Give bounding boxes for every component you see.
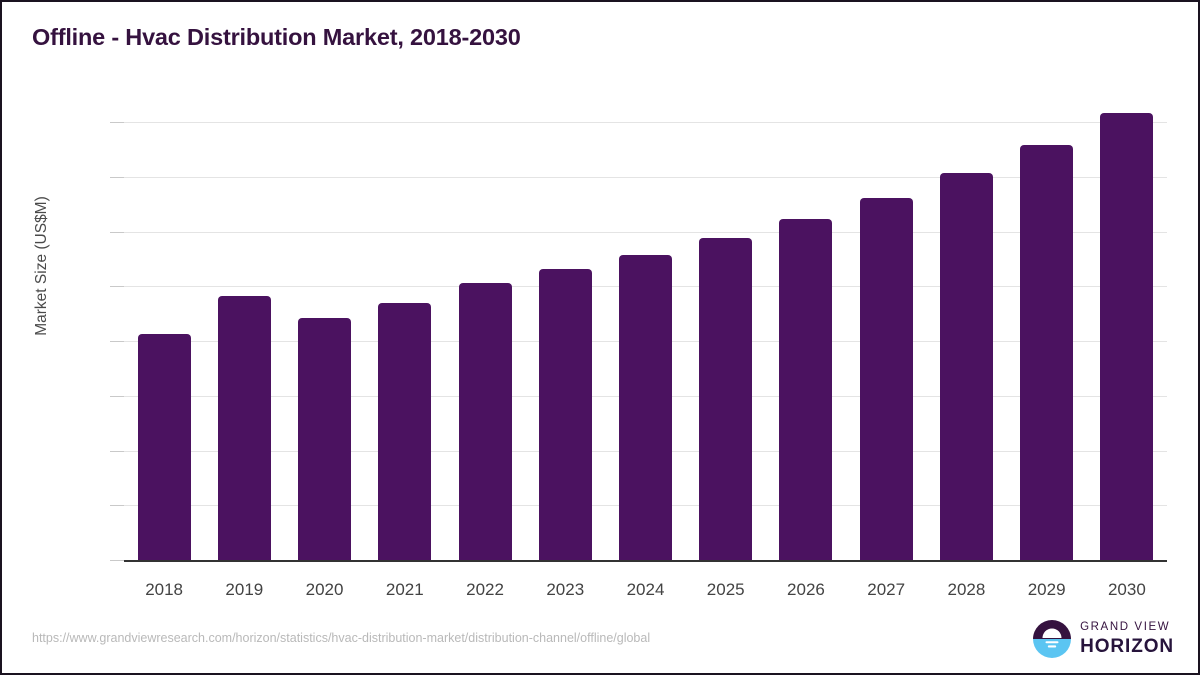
bar[interactable] [859,197,913,560]
logo-line-1: GRAND VIEW [1080,621,1171,634]
y-tick-mark [110,286,124,288]
source-url[interactable]: https://www.grandviewresearch.com/horizo… [32,631,651,645]
bar[interactable] [298,318,352,560]
bar[interactable] [137,334,191,560]
bar[interactable] [699,238,753,560]
x-tick-label: 2027 [867,580,906,599]
y-axis-title: Market Size (US$M) [33,196,50,336]
bar[interactable] [538,268,592,560]
y-tick-mark [110,560,124,561]
bar[interactable] [217,296,271,560]
y-tick-mark [110,231,124,233]
y-tick-mark [110,450,124,452]
x-tick-label: 2030 [1107,580,1146,599]
gridline [124,122,1167,123]
y-tick-mark [110,176,124,178]
gridline [124,231,1167,233]
x-axis-line [124,560,1167,562]
bar[interactable] [939,173,993,560]
x-tick-label: 2019 [225,580,264,599]
x-tick-label: 2029 [1027,580,1066,599]
x-tick-label: 2025 [706,580,745,599]
y-tick-mark [110,505,124,507]
page-title: Offline - Hvac Distribution Market, 2018… [32,24,521,50]
x-tick-label: 2024 [626,580,665,599]
logo-wordmark: GRAND VIEW HORIZON [1080,622,1174,656]
x-tick-label: 2020 [305,580,344,599]
plot-area: 050k100k150k200k250k300k350k400k20182019… [110,113,1167,599]
x-tick-label: 2023 [546,580,585,599]
gridline [124,176,1167,178]
bar[interactable] [378,302,432,560]
bar[interactable] [1020,145,1074,560]
y-tick-mark [110,122,124,123]
x-tick-label: 2022 [466,580,504,599]
x-tick-label: 2026 [787,580,825,599]
x-tick-label: 2021 [385,580,424,599]
bar[interactable] [458,282,512,560]
bar[interactable] [779,219,833,560]
bar[interactable] [619,254,672,560]
x-tick-label: 2028 [947,580,986,599]
brand-logo: GRAND VIEW HORIZON [1033,620,1174,658]
horizon-sun-circle-icon [1033,620,1072,658]
bar[interactable] [1100,113,1154,560]
y-tick-mark [110,395,124,397]
logo-line-2: HORIZON [1080,635,1174,657]
x-tick-label: 2018 [145,580,184,599]
y-tick-mark [110,341,124,342]
